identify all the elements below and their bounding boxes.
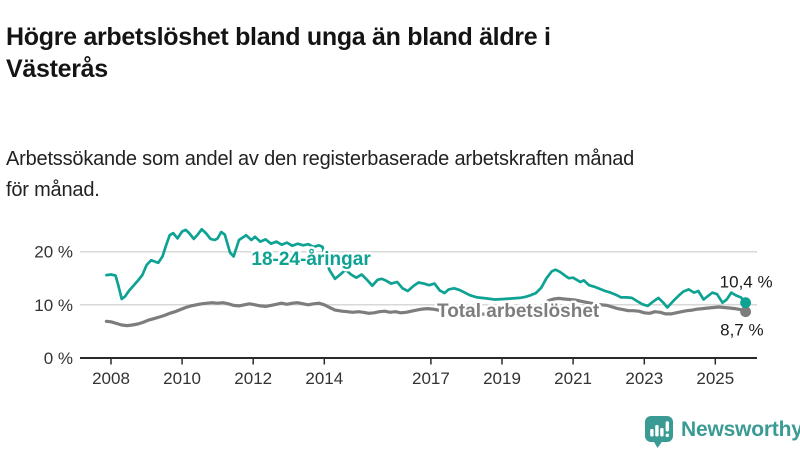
page-subtitle: Arbetssökande som andel av den registerb… <box>6 148 635 201</box>
x-axis-label: 2019 <box>483 369 521 388</box>
x-axis-label: 2008 <box>92 369 130 388</box>
x-axis-label: 2025 <box>696 369 734 388</box>
x-axis-label: 2010 <box>163 369 201 388</box>
x-axis-label: 2014 <box>305 369 343 388</box>
end-value-label-total: 8,7 % <box>720 321 763 340</box>
y-axis-label: 10 % <box>34 296 73 315</box>
x-axis-label: 2021 <box>554 369 592 388</box>
y-axis-label: 0 % <box>44 349 73 368</box>
series-label-youth: 18-24-åringar <box>251 249 371 270</box>
x-axis-label: 2017 <box>412 369 450 388</box>
newsworthy-logo[interactable]: Newsworthy <box>644 415 800 448</box>
x-axis-label: 2023 <box>625 369 663 388</box>
bar-chart-speech-bubble-icon <box>645 416 673 448</box>
newsworthy-logo-text: Newsworthy <box>681 418 800 441</box>
end-dot-total <box>740 306 751 318</box>
y-axis-label: 20 % <box>34 243 73 262</box>
page-title: Högre arbetslöshet bland unga än bland ä… <box>6 22 551 84</box>
series-label-total: Total arbetslöshet <box>437 301 600 322</box>
end-value-label-youth: 10,4 % <box>720 273 773 292</box>
end-dot-youth <box>740 297 751 309</box>
series-line-youth <box>105 227 747 309</box>
x-axis-label: 2012 <box>234 369 272 388</box>
series-line-total <box>104 296 748 328</box>
